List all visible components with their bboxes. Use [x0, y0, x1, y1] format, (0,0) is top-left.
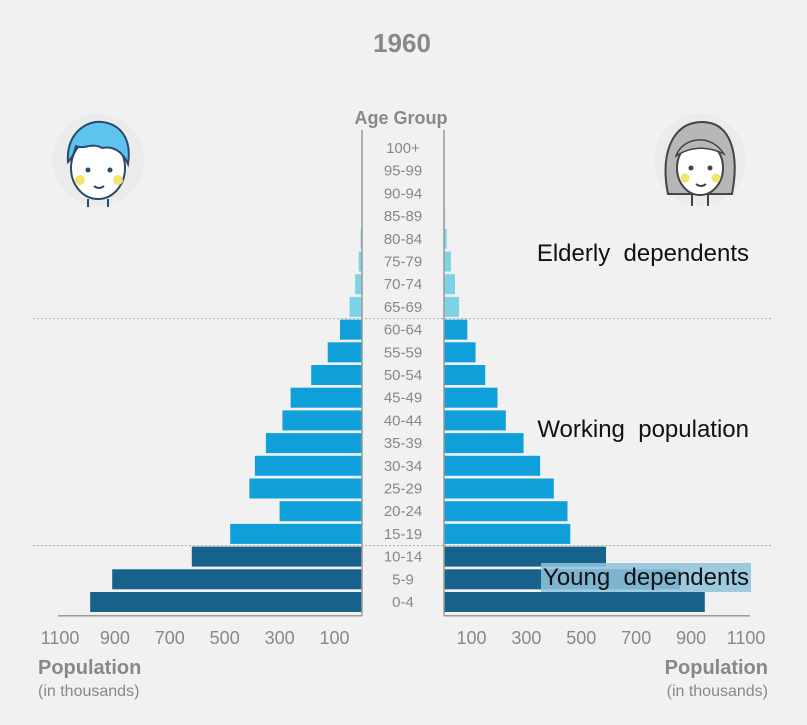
age-label-100+: 100+ [386, 140, 420, 157]
group-label-3: Young dependents [543, 564, 749, 591]
tick-right-1100: 1100 [727, 628, 766, 648]
age-label-90-94: 90-94 [384, 185, 422, 202]
tick-right-700: 700 [621, 628, 651, 648]
bar-left-70-74 [355, 274, 362, 294]
bar-left-60-64 [340, 320, 362, 340]
age-label-5-9: 5-9 [392, 571, 414, 588]
tick-left-300: 300 [265, 628, 295, 648]
x-axis-title-left: Population [38, 657, 141, 679]
age-label-40-44: 40-44 [384, 412, 422, 429]
bar-left-45-49 [291, 388, 362, 408]
bar-right-50-54 [444, 365, 485, 385]
group-label-2: Working population [537, 416, 749, 443]
age-label-50-54: 50-54 [384, 367, 422, 384]
bar-right-70-74 [444, 274, 455, 294]
bar-left-15-19 [230, 524, 362, 544]
age-label-65-69: 65-69 [384, 299, 422, 316]
tick-left-700: 700 [155, 628, 185, 648]
bar-right-55-59 [444, 342, 476, 362]
age-label-75-79: 75-79 [384, 254, 422, 271]
x-axis-title-right: Population [665, 657, 768, 679]
tick-left-500: 500 [210, 628, 240, 648]
age-label-25-29: 25-29 [384, 481, 422, 498]
bar-right-45-49 [444, 388, 498, 408]
age-label-70-74: 70-74 [384, 276, 422, 293]
bar-right-35-39 [444, 433, 524, 453]
age-label-35-39: 35-39 [384, 435, 422, 452]
bar-left-0-4 [90, 592, 362, 612]
bars-left [90, 183, 362, 612]
bar-right-30-34 [444, 456, 540, 476]
bar-left-50-54 [311, 365, 362, 385]
bar-left-30-34 [255, 456, 362, 476]
age-label-95-99: 95-99 [384, 163, 422, 180]
age-group-labels: 0-4 5-9 10-14 15-19 20-24 25-29 30-34 35-39 40-4… [384, 140, 422, 611]
girl-face-icon [654, 114, 746, 206]
age-group-axis-title: Age Group [355, 108, 448, 128]
tick-left-100: 100 [319, 628, 349, 648]
bar-left-10-14 [192, 547, 362, 567]
tick-left-900: 900 [100, 628, 130, 648]
age-label-30-34: 30-34 [384, 458, 422, 475]
bar-left-65-69 [350, 297, 362, 317]
age-label-85-89: 85-89 [384, 208, 422, 225]
age-label-0-4: 0-4 [392, 594, 414, 611]
x-axis-ticks: 1100 900 700 500 300 100 100 300 500 700 900 1100 [41, 628, 766, 648]
bar-right-75-79 [444, 252, 451, 272]
age-label-60-64: 60-64 [384, 322, 422, 339]
bar-left-5-9 [112, 569, 362, 589]
x-axis-subtitle-left: (in thousands) [38, 683, 139, 700]
tick-right-500: 500 [566, 628, 596, 648]
bar-right-60-64 [444, 320, 467, 340]
bar-left-55-59 [328, 342, 362, 362]
bar-left-40-44 [282, 410, 362, 430]
group-label-1: Elderly dependents [537, 240, 749, 267]
boy-face-icon [52, 114, 144, 207]
bar-right-25-29 [444, 479, 554, 499]
age-label-20-24: 20-24 [384, 503, 422, 520]
bar-left-20-24 [280, 501, 362, 521]
bar-right-20-24 [444, 501, 568, 521]
tick-left-1100: 1100 [41, 628, 80, 648]
age-label-10-14: 10-14 [384, 549, 422, 566]
tick-right-900: 900 [676, 628, 706, 648]
x-axis-subtitle-right: (in thousands) [667, 683, 768, 700]
bar-right-65-69 [444, 297, 459, 317]
bar-left-35-39 [266, 433, 362, 453]
tick-right-300: 300 [511, 628, 541, 648]
tick-right-100: 100 [456, 628, 486, 648]
bar-left-25-29 [249, 479, 362, 499]
bar-right-40-44 [444, 410, 506, 430]
chart-title: 1960 [373, 28, 431, 58]
bar-right-0-4 [444, 592, 705, 612]
age-label-80-84: 80-84 [384, 231, 422, 248]
age-label-55-59: 55-59 [384, 344, 422, 361]
age-label-15-19: 15-19 [384, 526, 422, 543]
bar-right-15-19 [444, 524, 570, 544]
age-label-45-49: 45-49 [384, 390, 422, 407]
